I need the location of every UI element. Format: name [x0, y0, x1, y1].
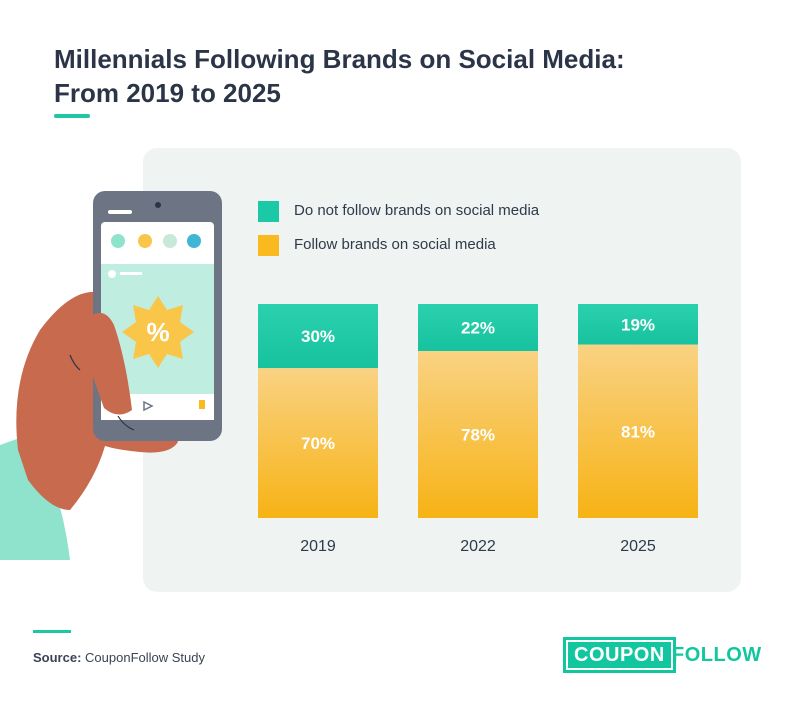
- legend-swatch-not-follow: [258, 201, 279, 222]
- source-label: Source:: [33, 650, 82, 665]
- x-tick-label-2019: 2019: [300, 538, 336, 555]
- bar-follow-2019: [258, 368, 378, 518]
- bar-not-follow-2019: [258, 304, 378, 369]
- hand-shape: [16, 291, 178, 510]
- story-bubble: [111, 234, 125, 248]
- logo-follow-text: FOLLOW: [672, 644, 762, 666]
- data-label-follow-2022: 78%: [461, 426, 495, 445]
- chart-title-line-1: Millennials Following Brands on Social M…: [54, 44, 625, 74]
- bar-follow-2022: [418, 351, 538, 518]
- finger-crease: [69, 354, 81, 371]
- story-bubble: [138, 234, 152, 248]
- finger-crease: [117, 415, 135, 431]
- post-username: [120, 272, 142, 275]
- share-icon: [143, 400, 154, 412]
- chart-title-line-2: From 2019 to 2025: [54, 78, 281, 108]
- bookmark-icon: [199, 400, 205, 409]
- source-divider: [33, 630, 71, 633]
- data-label-not-follow-2022: 22%: [461, 319, 495, 338]
- discount-badge-icon: %: [122, 296, 194, 368]
- x-tick-label-2025: 2025: [620, 538, 656, 555]
- thumb-shape: [82, 312, 132, 415]
- legend-label-not-follow: Do not follow brands on social media: [294, 202, 540, 219]
- bar-not-follow-2022: [418, 304, 538, 352]
- bar-not-follow-2025: [578, 304, 698, 345]
- source-note: Source: CouponFollow Study: [33, 650, 205, 665]
- title-underline: [54, 114, 90, 118]
- legend-label-follow: Follow brands on social media: [294, 236, 496, 253]
- data-label-not-follow-2025: 19%: [621, 315, 655, 334]
- source-text: CouponFollow Study: [85, 650, 205, 665]
- phone-speaker: [108, 210, 132, 214]
- logo-coupon-text: COUPON: [566, 640, 673, 670]
- chart-title: Millennials Following Brands on Social M…: [54, 42, 754, 110]
- post-avatar: [108, 270, 116, 278]
- svg-text:%: %: [146, 317, 169, 347]
- story-bubble: [163, 234, 177, 248]
- data-label-follow-2025: 81%: [621, 422, 655, 441]
- phone-camera: [155, 202, 161, 208]
- data-label-not-follow-2019: 30%: [301, 327, 335, 346]
- x-tick-label-2022: 2022: [460, 538, 496, 555]
- sleeve-shape: [0, 435, 70, 560]
- story-bubble: [187, 234, 201, 248]
- bar-follow-2025: [578, 344, 698, 518]
- legend-swatch-follow: [258, 235, 279, 256]
- data-label-follow-2019: 70%: [301, 434, 335, 453]
- hand-phone-illustration: %: [0, 191, 222, 560]
